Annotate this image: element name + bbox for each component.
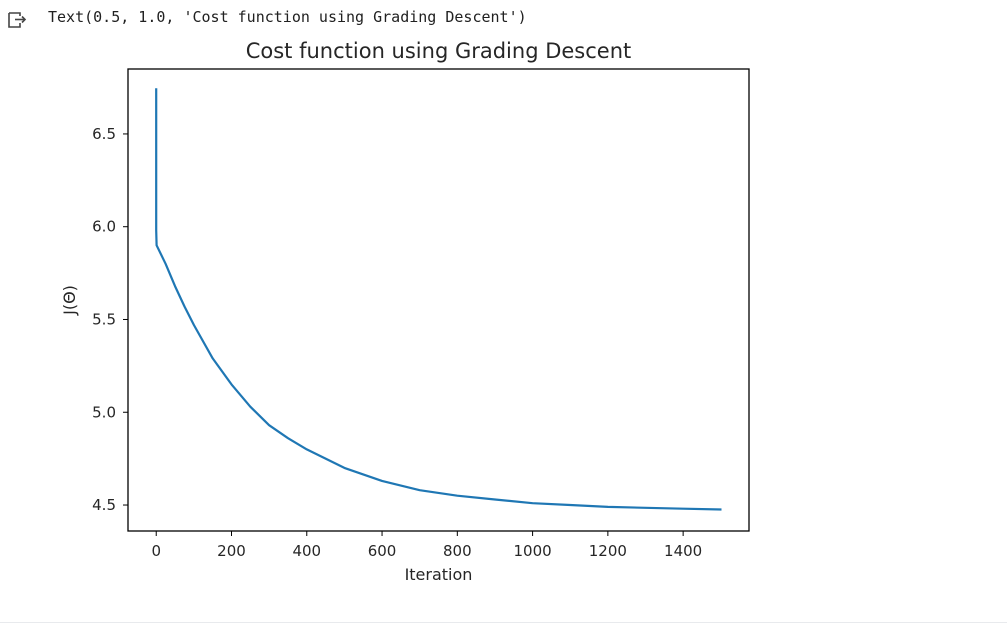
y-tick-label: 6.0 xyxy=(92,218,116,236)
x-tick-label: 200 xyxy=(217,542,246,560)
x-tick-label: 400 xyxy=(292,542,321,560)
output-text: Text(0.5, 1.0, 'Cost function using Grad… xyxy=(48,8,527,26)
x-tick-label: 1000 xyxy=(513,542,551,560)
chart-title: Cost function using Grading Descent xyxy=(246,39,632,63)
x-tick-label: 600 xyxy=(368,542,397,560)
x-tick-label: 800 xyxy=(443,542,472,560)
cell-divider xyxy=(0,622,1007,623)
y-axis-ticks: 4.5 5.0 5.5 6.0 6.5 xyxy=(92,125,128,514)
y-tick-label: 6.5 xyxy=(92,125,116,143)
x-tick-label: 1400 xyxy=(664,542,702,560)
plot-area xyxy=(127,68,750,532)
x-axis-ticks: 0 200 400 600 800 1000 1200 1400 xyxy=(151,531,702,560)
series-line-1 xyxy=(155,88,722,511)
output-redirect-icon[interactable] xyxy=(6,10,28,30)
x-axis-label: Iteration xyxy=(405,565,473,584)
y-tick-label: 4.5 xyxy=(92,496,116,514)
plot-frame xyxy=(127,68,750,532)
x-tick-label: 0 xyxy=(151,542,161,560)
x-tick-label: 1200 xyxy=(589,542,627,560)
y-axis-label: J(Θ) xyxy=(60,285,79,316)
y-tick-label: 5.5 xyxy=(92,310,116,328)
y-tick-label: 5.0 xyxy=(92,403,116,421)
